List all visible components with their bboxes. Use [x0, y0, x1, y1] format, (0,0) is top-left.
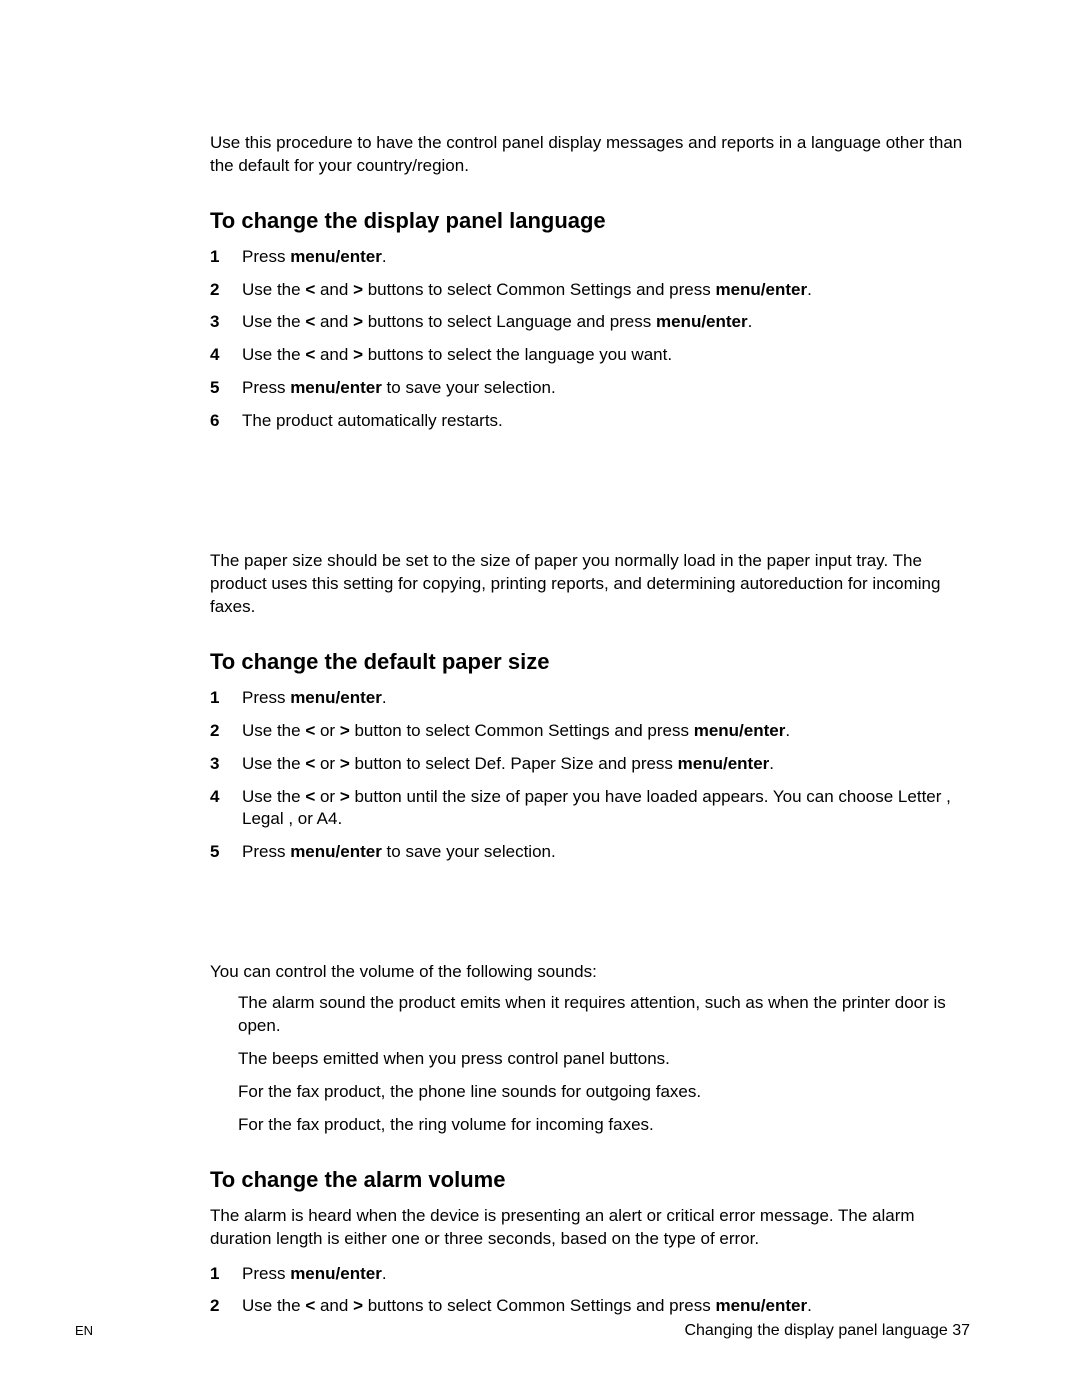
heading-paper-size: To change the default paper size [210, 647, 970, 677]
heading-alarm-volume: To change the alarm volume [210, 1165, 970, 1195]
step: The product automatically restarts. [210, 410, 970, 433]
step: Use the < and > buttons to select the la… [210, 344, 970, 367]
step: Use the < or > button until the size of … [210, 786, 970, 832]
volume-bullets: The alarm sound the product emits when i… [210, 992, 970, 1137]
steps-alarm-volume: Press menu/enter. Use the < and > button… [210, 1263, 970, 1319]
step: Use the < and > buttons to select Common… [210, 1295, 970, 1318]
footer-left: EN [75, 1322, 93, 1340]
steps-display-language: Press menu/enter. Use the < and > button… [210, 246, 970, 434]
bullet-item: The beeps emitted when you press control… [210, 1048, 970, 1071]
intro-paragraph-3: You can control the volume of the follow… [210, 961, 970, 984]
intro-paragraph-1: Use this procedure to have the control p… [210, 132, 970, 178]
document-page: Use this procedure to have the control p… [0, 0, 1080, 1397]
footer-right: Changing the display panel language 37 [684, 1320, 970, 1342]
step: Use the < or > button to select Def. Pap… [210, 753, 970, 776]
step: Press menu/enter. [210, 687, 970, 710]
heading-display-language: To change the display panel language [210, 206, 970, 236]
step: Use the < and > buttons to select Langua… [210, 311, 970, 334]
step: Press menu/enter. [210, 1263, 970, 1286]
step: Use the < or > button to select Common S… [210, 720, 970, 743]
step: Press menu/enter to save your selection. [210, 377, 970, 400]
page-footer: EN Changing the display panel language 3… [0, 1320, 1080, 1342]
step: Use the < and > buttons to select Common… [210, 279, 970, 302]
bullet-item: For the fax product, the ring volume for… [210, 1114, 970, 1137]
intro-paragraph-2: The paper size should be set to the size… [210, 550, 970, 619]
bullet-item: For the fax product, the phone line soun… [210, 1081, 970, 1104]
bullet-item: The alarm sound the product emits when i… [210, 992, 970, 1038]
steps-paper-size: Press menu/enter. Use the < or > button … [210, 687, 970, 865]
alarm-intro: The alarm is heard when the device is pr… [210, 1205, 970, 1251]
step: Press menu/enter to save your selection. [210, 841, 970, 864]
step: Press menu/enter. [210, 246, 970, 269]
